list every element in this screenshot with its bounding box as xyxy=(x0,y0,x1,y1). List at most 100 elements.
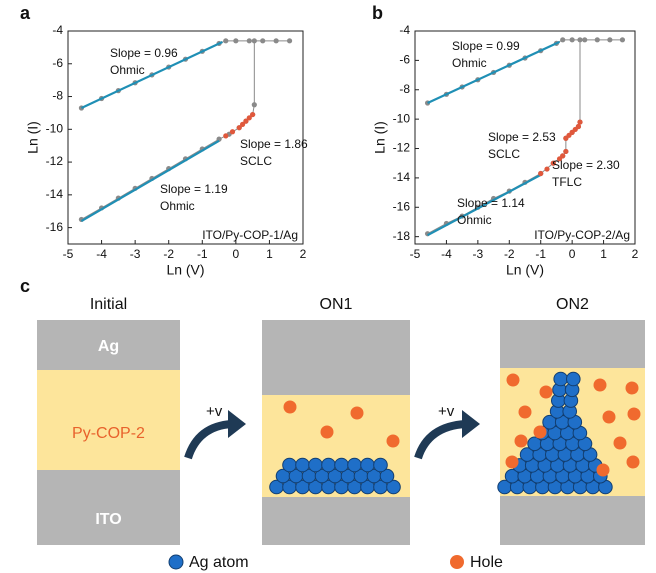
y-tick-label: -12 xyxy=(393,141,411,155)
data-point xyxy=(223,133,229,139)
data-point xyxy=(577,37,583,43)
data-point xyxy=(582,37,588,43)
x-tick-label: -4 xyxy=(441,247,452,261)
hole xyxy=(596,463,610,477)
ag-atom xyxy=(360,457,375,473)
data-point xyxy=(251,102,257,108)
electrode-bottom xyxy=(37,470,180,545)
y-tick-label: -14 xyxy=(46,187,64,201)
series-line xyxy=(427,40,561,104)
hole xyxy=(626,455,640,469)
active-layer xyxy=(37,370,180,470)
x-tick-label: -3 xyxy=(130,247,141,261)
electrode-bottom xyxy=(500,496,645,545)
x-tick-label: -5 xyxy=(410,247,421,261)
data-point xyxy=(544,166,550,172)
data-point xyxy=(607,37,613,43)
hole xyxy=(602,410,616,424)
hole xyxy=(386,434,400,448)
plot-frame xyxy=(414,30,636,245)
x-tick-label: 1 xyxy=(266,247,273,261)
hole xyxy=(627,407,641,421)
y-tick-label: -10 xyxy=(46,121,64,135)
y-tick-label: -4 xyxy=(399,23,410,37)
series-line xyxy=(80,139,220,223)
ag-atom xyxy=(308,457,323,473)
series-line xyxy=(427,173,542,237)
data-point xyxy=(273,38,279,44)
x-axis-label: Ln (V) xyxy=(506,262,544,278)
panel-title: Initial xyxy=(90,296,127,313)
electrode-top xyxy=(500,320,645,368)
data-point xyxy=(223,38,229,44)
arrow-head xyxy=(228,410,246,438)
hole xyxy=(350,406,364,420)
x-tick-label: 0 xyxy=(233,247,240,261)
hole xyxy=(593,378,607,392)
data-point xyxy=(538,170,544,177)
panel-label: b xyxy=(372,3,383,23)
electrode-bottom xyxy=(262,497,410,545)
ag-atom xyxy=(373,457,388,473)
plot-frame xyxy=(67,30,304,245)
data-point xyxy=(236,125,242,131)
data-point xyxy=(286,38,293,44)
panel-label: a xyxy=(20,3,31,23)
y-axis-label: Ln (I) xyxy=(25,121,41,154)
y-tick-label: -14 xyxy=(393,170,411,184)
annotation: TFLC xyxy=(552,175,582,189)
annotation: ITO/Py-COP-1/Ag xyxy=(202,228,298,242)
annotation: Slope = 0.99 xyxy=(452,39,520,53)
ag-atom xyxy=(379,468,395,484)
legend-label: Hole xyxy=(470,554,503,571)
annotation: Slope = 1.14 xyxy=(457,196,525,210)
x-tick-label: -2 xyxy=(504,247,515,261)
data-point xyxy=(246,38,252,44)
y-tick-label: -8 xyxy=(52,89,63,103)
y-tick-label: -16 xyxy=(393,199,411,213)
data-point xyxy=(560,37,566,43)
x-tick-label: 1 xyxy=(600,247,607,261)
y-tick-label: -8 xyxy=(399,82,410,96)
panel-title: ON1 xyxy=(320,296,353,313)
data-point xyxy=(246,115,252,121)
data-point xyxy=(260,38,266,44)
data-point xyxy=(619,37,626,43)
data-point xyxy=(243,118,249,124)
x-tick-label: -2 xyxy=(163,247,174,261)
hole xyxy=(320,425,334,439)
y-tick-label: -6 xyxy=(399,53,410,67)
x-tick-label: 2 xyxy=(632,247,639,261)
hole xyxy=(539,385,553,399)
x-tick-label: 2 xyxy=(300,247,307,261)
ag-atom xyxy=(334,457,349,473)
data-point xyxy=(550,160,556,166)
hole xyxy=(506,373,520,387)
panel-label: c xyxy=(20,276,30,296)
ag-atom xyxy=(566,371,581,387)
y-tick-label: -4 xyxy=(52,23,63,37)
layer-label: Py-COP-2 xyxy=(72,425,145,442)
layer-label: ITO xyxy=(95,511,121,528)
y-tick-label: -10 xyxy=(393,111,411,125)
annotation: Ohmic xyxy=(457,213,492,227)
electrode-top xyxy=(262,320,410,395)
data-point xyxy=(577,119,583,125)
data-point xyxy=(575,123,582,130)
annotation: Ohmic xyxy=(110,63,145,77)
data-point xyxy=(250,111,256,118)
ag-atom xyxy=(282,457,297,473)
ag-atom xyxy=(553,371,569,387)
data-point xyxy=(560,153,566,159)
annotation: SCLC xyxy=(488,147,520,161)
series-line xyxy=(80,40,223,110)
ag-atom xyxy=(386,479,401,495)
panel-title: ON2 xyxy=(556,296,589,313)
hole xyxy=(283,400,297,414)
annotation: Slope = 0.96 xyxy=(110,46,178,60)
electrode-top xyxy=(37,320,180,370)
y-tick-label: -12 xyxy=(46,154,64,168)
arrow-label: +v xyxy=(438,403,455,420)
data-point xyxy=(563,148,569,155)
